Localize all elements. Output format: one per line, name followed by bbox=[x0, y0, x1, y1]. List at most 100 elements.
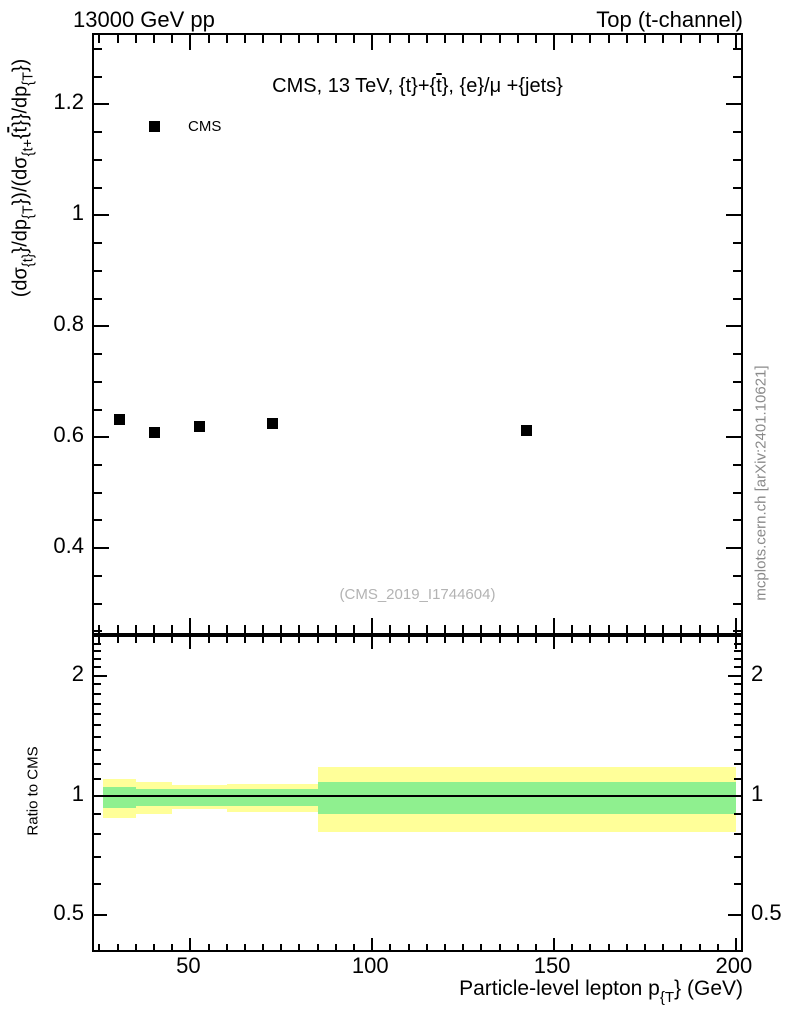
y-tick bbox=[733, 464, 741, 466]
x-tick bbox=[462, 637, 465, 643]
x-tick bbox=[280, 35, 283, 43]
x-tick bbox=[353, 35, 356, 43]
x-tick bbox=[443, 944, 446, 950]
x-tick bbox=[680, 625, 683, 633]
x-tick bbox=[207, 35, 210, 43]
x-tick bbox=[207, 625, 210, 633]
ratio-y-tick-label-right: 2 bbox=[751, 660, 764, 686]
x-tick bbox=[589, 637, 592, 643]
y-tick bbox=[726, 214, 741, 217]
x-tick bbox=[625, 637, 628, 643]
y-tick bbox=[734, 762, 741, 765]
y-tick bbox=[94, 325, 109, 328]
label-subscript: {t} bbox=[20, 253, 37, 268]
x-tick bbox=[389, 625, 392, 633]
x-tick bbox=[98, 637, 101, 643]
y-tick bbox=[734, 812, 741, 815]
y-tick bbox=[94, 882, 101, 885]
y-tick bbox=[734, 658, 741, 661]
x-tick bbox=[389, 944, 392, 950]
y-tick bbox=[94, 186, 102, 189]
x-tick bbox=[134, 35, 137, 43]
label-subscript: {T bbox=[659, 988, 675, 1006]
y-tick bbox=[733, 353, 741, 356]
x-tick bbox=[153, 625, 155, 633]
y-tick bbox=[733, 269, 741, 272]
x-tick bbox=[443, 637, 446, 643]
x-tick bbox=[407, 625, 410, 633]
x-tick bbox=[734, 35, 737, 50]
y-tick bbox=[726, 103, 741, 106]
x-tick-label: 100 bbox=[351, 953, 389, 978]
y-tick bbox=[94, 574, 102, 577]
uncertainty-band-inner bbox=[172, 788, 227, 807]
y-tick bbox=[726, 325, 741, 328]
main-plot-panel: CMS, 13 TeV, {t}+{t}, {e}/μ +{jets} CMS bbox=[92, 33, 743, 635]
x-tick bbox=[225, 944, 228, 950]
x-tick bbox=[262, 637, 265, 643]
y-tick bbox=[94, 736, 101, 739]
x-tick bbox=[316, 944, 319, 950]
x-tick bbox=[298, 35, 301, 43]
x-tick bbox=[643, 625, 646, 633]
y-tick bbox=[734, 833, 741, 836]
x-tick bbox=[698, 944, 701, 950]
x-tick bbox=[98, 625, 101, 633]
x-tick bbox=[116, 35, 119, 43]
y-tick bbox=[728, 794, 741, 797]
main-y-tick-label: 0.6 bbox=[53, 422, 84, 448]
x-tick bbox=[298, 637, 301, 643]
label-overline: t bbox=[436, 75, 442, 97]
x-tick bbox=[716, 35, 719, 43]
x-tick bbox=[353, 625, 356, 633]
x-tick bbox=[607, 944, 610, 950]
label-subscript: {t+ bbox=[20, 139, 37, 157]
label-text: { bbox=[9, 132, 32, 140]
y-tick bbox=[734, 713, 741, 716]
ratio-y-tick-label: 0.5 bbox=[53, 900, 84, 926]
plot-title: CMS, 13 TeV, {t}+{t}, {e}/μ +{jets} bbox=[94, 75, 741, 98]
y-tick bbox=[94, 749, 101, 752]
x-tick bbox=[389, 637, 392, 643]
y-tick bbox=[726, 547, 741, 550]
process-label: Top (t-channel) bbox=[596, 7, 743, 32]
y-tick bbox=[94, 658, 101, 661]
x-tick bbox=[516, 944, 519, 950]
y-tick bbox=[733, 47, 741, 50]
x-tick bbox=[553, 938, 556, 950]
x-tick bbox=[625, 625, 628, 633]
x-tick bbox=[334, 637, 337, 643]
x-tick bbox=[516, 35, 519, 43]
x-tick bbox=[462, 35, 465, 43]
x-tick bbox=[316, 625, 319, 633]
y-tick bbox=[94, 666, 101, 669]
y-tick bbox=[94, 47, 102, 50]
y-tick bbox=[94, 269, 102, 272]
x-tick bbox=[225, 35, 228, 43]
uncertainty-band-inner bbox=[226, 788, 318, 807]
y-tick bbox=[94, 158, 102, 161]
data-point-square bbox=[521, 424, 533, 436]
x-tick bbox=[334, 35, 337, 43]
x-tick bbox=[262, 35, 265, 43]
x-tick bbox=[680, 35, 683, 43]
main-y-tick-label: 1 bbox=[71, 200, 84, 226]
label-subscript: {T bbox=[20, 72, 37, 86]
x-tick bbox=[353, 637, 356, 643]
y-tick bbox=[94, 464, 102, 466]
x-tick bbox=[189, 618, 192, 633]
ratio-y-tick-label: 2 bbox=[71, 660, 84, 686]
y-tick bbox=[733, 186, 741, 189]
y-tick bbox=[734, 650, 741, 653]
x-tick bbox=[207, 637, 210, 643]
y-tick bbox=[733, 131, 741, 134]
y-tick bbox=[94, 380, 102, 383]
y-tick bbox=[733, 408, 741, 411]
x-tick bbox=[534, 625, 537, 633]
label-text: }, {e}/μ +{jets} bbox=[441, 75, 563, 97]
x-tick bbox=[153, 35, 155, 43]
x-tick bbox=[480, 944, 483, 950]
y-tick bbox=[734, 882, 741, 885]
x-tick bbox=[298, 944, 301, 950]
x-tick bbox=[698, 637, 701, 643]
